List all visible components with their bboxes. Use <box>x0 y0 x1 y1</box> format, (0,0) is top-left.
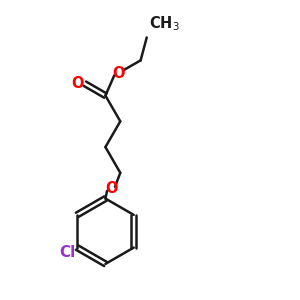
Text: O: O <box>72 76 84 91</box>
Text: CH$_3$: CH$_3$ <box>149 15 179 34</box>
Text: O: O <box>105 181 117 196</box>
Text: O: O <box>112 66 124 81</box>
Text: Cl: Cl <box>59 245 75 260</box>
